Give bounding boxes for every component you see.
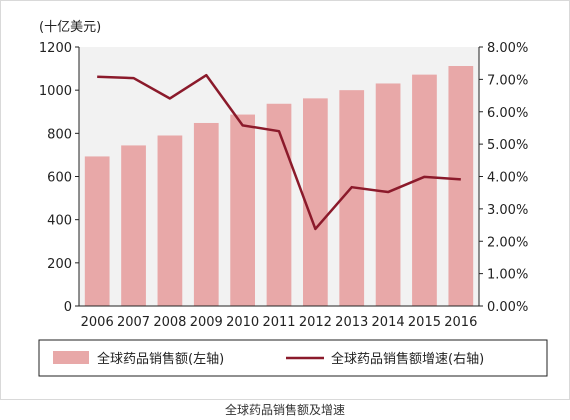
x-tick-label-2013: 2013 — [335, 315, 368, 330]
bar-2008 — [157, 135, 183, 306]
legend-label-line: 全球药品销售额增速(右轴) — [331, 351, 484, 367]
y-right-tick-label: 8.00% — [487, 41, 528, 56]
bar-2016 — [448, 65, 474, 306]
y-right-tick-label: 2.00% — [487, 235, 528, 250]
bar-2007 — [121, 145, 146, 306]
y-left-tick-label: 0 — [64, 300, 72, 315]
chart-frame: (十亿美元) 0 200 400 600 800 1000 1200 0.00% 1.00% 2.… — [0, 0, 570, 400]
x-tick-label-2007: 2007 — [117, 315, 150, 330]
legend: 全球药品销售额(左轴) 全球药品销售额增速(右轴) — [38, 339, 548, 377]
x-tick-label-2006: 2006 — [81, 315, 114, 330]
bar-2006 — [84, 156, 110, 306]
y-left-tick-label: 600 — [47, 171, 72, 186]
y-right-tick-label: 1.00% — [487, 268, 528, 283]
y-left-tick-label: 400 — [47, 214, 72, 229]
x-tick-label-2012: 2012 — [299, 315, 332, 330]
bar-2009 — [193, 122, 219, 307]
bar-2014 — [375, 83, 401, 306]
line-layer — [97, 73, 461, 231]
chart-caption: 全球药品销售额及增速 — [224, 403, 345, 417]
y-right-tick-label: 0.00% — [487, 300, 528, 315]
x-tick-label-2009: 2009 — [190, 315, 223, 330]
y-right-tick-label: 6.00% — [487, 106, 528, 121]
y-left-tick-label: 800 — [47, 127, 72, 142]
bar-2012 — [303, 98, 328, 306]
chart-svg: (十亿美元) 0 200 400 600 800 1000 1200 0.00% 1.00% 2.… — [38, 20, 548, 377]
x-tick-label-2016: 2016 — [444, 315, 477, 330]
axes-layer: 0 200 400 600 800 1000 1200 0.00% 1.00% 2.00% 3.00… — [39, 41, 528, 330]
y-right-tick-label: 5.00% — [487, 138, 528, 153]
bar-2015 — [412, 74, 437, 306]
x-tick-label-2015: 2015 — [408, 315, 441, 330]
x-tick-label-2011: 2011 — [262, 315, 295, 330]
x-tick-label-2014: 2014 — [372, 315, 405, 330]
x-tick-label-2010: 2010 — [226, 315, 259, 330]
y-right-tick-label: 7.00% — [487, 73, 528, 88]
legend-box — [38, 339, 548, 377]
y-left-unit-label: (十亿美元) — [39, 20, 101, 35]
y-left-tick-label: 200 — [47, 257, 72, 272]
bar-2011 — [266, 103, 292, 307]
bar-2010 — [230, 114, 255, 306]
y-left-tick-label: 1200 — [39, 41, 72, 56]
y-right-tick-label: 3.00% — [487, 203, 528, 218]
y-right-tick-label: 4.00% — [487, 171, 528, 186]
growth-line — [97, 73, 461, 231]
legend-swatch-bar — [53, 351, 89, 364]
y-left-tick-label: 1000 — [39, 84, 72, 99]
x-tick-label-2008: 2008 — [153, 315, 186, 330]
legend-label-bar: 全球药品销售额(左轴) — [97, 351, 224, 367]
